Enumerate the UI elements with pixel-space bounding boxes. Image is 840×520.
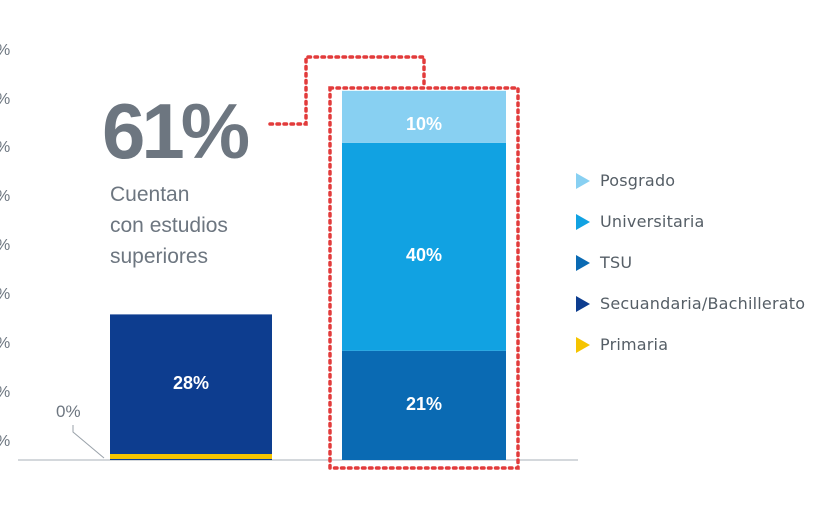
y-tick-label: % xyxy=(0,42,10,59)
label-primaria-zero: 0% xyxy=(56,402,81,421)
triangle-marker-icon xyxy=(576,172,590,189)
legend-label: TSU xyxy=(600,253,633,272)
legend-item-posgrado: Posgrado xyxy=(576,160,805,201)
callout-line-3: superiores xyxy=(110,245,208,268)
legend-label: Universitaria xyxy=(600,212,705,231)
legend-item-universitaria: Universitaria xyxy=(576,201,805,242)
bar-segment-universitaria xyxy=(342,142,506,351)
y-tick-label: % xyxy=(0,188,10,205)
highlight-box xyxy=(328,86,520,470)
y-tick-label: % xyxy=(0,237,10,254)
triangle-marker-icon xyxy=(576,295,590,312)
y-axis-ticks: %%%%%%%%% xyxy=(0,42,10,450)
legend-item-secundaria: Secuandaria/Bachillerato xyxy=(576,283,805,324)
legend-label: Primaria xyxy=(600,335,669,354)
legend: Posgrado Universitaria TSU Secuandaria/B… xyxy=(576,160,805,365)
triangle-marker-icon xyxy=(576,213,590,230)
callout-value: 61% xyxy=(102,87,249,175)
y-tick-label: % xyxy=(0,335,10,352)
bars xyxy=(110,90,506,460)
y-tick-label: % xyxy=(0,384,10,401)
triangle-marker-icon xyxy=(576,254,590,271)
bar-segment-secuandaria-bachillerato xyxy=(110,314,272,460)
legend-label: Posgrado xyxy=(600,171,676,190)
bar-segment-primaria xyxy=(110,454,272,459)
label-bar2-universitaria: 40% xyxy=(406,245,442,265)
label-bar1-total: 28% xyxy=(173,373,209,393)
triangle-marker-icon xyxy=(576,336,590,353)
label-bar2-tsu: 21% xyxy=(406,394,442,414)
label-bar2-posgrado: 10% xyxy=(406,114,442,134)
bar-segment-tsu xyxy=(342,350,506,460)
legend-label: Secuandaria/Bachillerato xyxy=(600,294,806,313)
callout-line-1: Cuentan xyxy=(110,183,189,206)
y-tick-label: % xyxy=(0,139,10,156)
legend-item-tsu: TSU xyxy=(576,242,805,283)
legend-item-primaria: Primaria xyxy=(576,324,805,365)
y-tick-label: % xyxy=(0,91,10,108)
callout-connector xyxy=(268,55,426,126)
y-tick-label: % xyxy=(0,433,10,450)
y-tick-label: % xyxy=(0,286,10,303)
callout-line-2: con estudios xyxy=(110,214,228,237)
bar-segment-posgrado xyxy=(342,90,506,143)
zero-leader-line xyxy=(72,425,105,459)
